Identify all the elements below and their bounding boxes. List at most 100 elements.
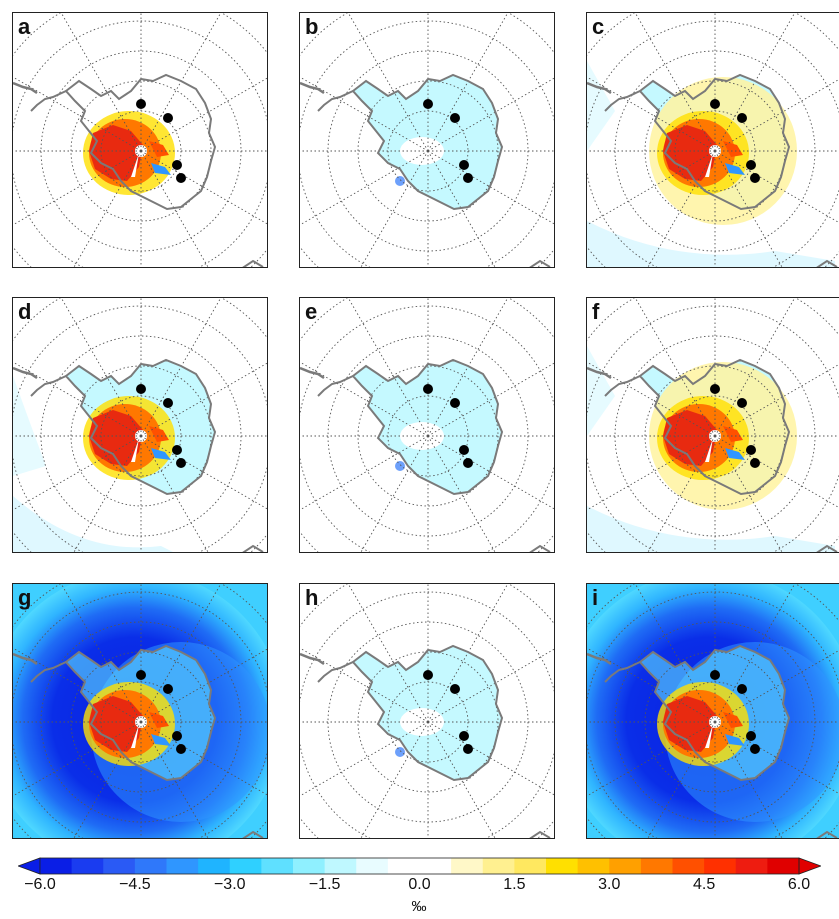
site-marker bbox=[463, 744, 473, 754]
colorbar-tick-label: 0.0 bbox=[408, 876, 431, 893]
colorbar-segment bbox=[229, 858, 262, 874]
site-marker bbox=[136, 99, 146, 109]
site-marker bbox=[163, 398, 173, 408]
colorbar-segment bbox=[451, 858, 484, 874]
site-marker bbox=[746, 731, 756, 741]
colorbar-tick-label: 4.5 bbox=[693, 876, 716, 893]
site-marker bbox=[710, 670, 720, 680]
site-marker bbox=[176, 458, 186, 468]
colorbar-segment bbox=[577, 858, 610, 874]
colorbar-tick-label: 3.0 bbox=[598, 876, 621, 893]
colorbar-segment bbox=[609, 858, 642, 874]
colorbar-tick-label: 6.0 bbox=[787, 876, 811, 893]
map-panel-c: c bbox=[586, 12, 839, 268]
colorbar-segment bbox=[387, 858, 420, 874]
site-marker bbox=[750, 458, 760, 468]
polar-map bbox=[300, 298, 554, 552]
colorbar-segment bbox=[704, 858, 737, 874]
colorbar-segment bbox=[324, 858, 357, 874]
site-marker bbox=[459, 160, 469, 170]
colorbar-segment bbox=[546, 858, 579, 874]
site-marker bbox=[172, 160, 182, 170]
map-panel-f: f bbox=[586, 297, 839, 553]
colorbar-tick-label: −1.5 bbox=[308, 876, 341, 893]
colorbar-segment bbox=[103, 858, 136, 874]
colorbar-segment bbox=[261, 858, 294, 874]
map-panel-i: i bbox=[586, 583, 839, 839]
colorbar-segment bbox=[672, 858, 705, 874]
site-marker bbox=[172, 445, 182, 455]
colorbar-segment bbox=[514, 858, 547, 874]
site-marker bbox=[463, 173, 473, 183]
map-panel-d: d bbox=[12, 297, 268, 553]
site-marker bbox=[450, 398, 460, 408]
colorbar-tick-label: 1.5 bbox=[503, 876, 526, 893]
colorbar-max-arrow bbox=[798, 857, 821, 875]
site-marker bbox=[136, 384, 146, 394]
polar-map bbox=[300, 13, 554, 267]
site-marker bbox=[750, 173, 760, 183]
panel-label: b bbox=[305, 14, 319, 39]
site-marker bbox=[450, 113, 460, 123]
site-marker bbox=[163, 113, 173, 123]
site-marker bbox=[423, 99, 433, 109]
polar-map bbox=[13, 298, 267, 552]
site-marker bbox=[136, 670, 146, 680]
site-marker bbox=[746, 160, 756, 170]
colorbar-segment bbox=[40, 858, 73, 874]
panel-label: c bbox=[592, 14, 605, 39]
map-panel-g: g bbox=[12, 583, 268, 839]
colorbar-tick-label: −3.0 bbox=[213, 876, 246, 893]
site-marker bbox=[710, 99, 720, 109]
site-marker bbox=[750, 744, 760, 754]
polar-map bbox=[587, 13, 839, 267]
colorbar-segment bbox=[419, 858, 452, 874]
site-marker bbox=[737, 684, 747, 694]
colorbar-segment bbox=[166, 858, 199, 874]
map-panel-b: b bbox=[299, 12, 555, 268]
panel-label: d bbox=[18, 299, 32, 324]
site-marker bbox=[463, 458, 473, 468]
colorbar-segment bbox=[198, 858, 231, 874]
site-marker bbox=[163, 684, 173, 694]
colorbar-segment bbox=[356, 858, 389, 874]
polar-map bbox=[587, 584, 839, 838]
map-panel-h: h bbox=[299, 583, 555, 839]
colorbar-segment bbox=[482, 858, 515, 874]
site-marker bbox=[737, 113, 747, 123]
site-marker bbox=[423, 670, 433, 680]
panel-label: g bbox=[18, 585, 32, 610]
panel-label: e bbox=[305, 299, 318, 324]
polar-map bbox=[13, 584, 267, 838]
colorbar-segment bbox=[134, 858, 167, 874]
polar-map bbox=[300, 584, 554, 838]
site-marker bbox=[746, 445, 756, 455]
site-marker bbox=[176, 744, 186, 754]
polar-map bbox=[13, 13, 267, 267]
site-marker bbox=[459, 731, 469, 741]
panel-label: f bbox=[592, 299, 600, 324]
colorbar bbox=[18, 857, 821, 875]
map-panel-a: a bbox=[12, 12, 268, 268]
colorbar-tick-label: −4.5 bbox=[119, 876, 151, 893]
panel-label: a bbox=[18, 14, 31, 39]
polar-map bbox=[587, 298, 839, 552]
site-marker bbox=[450, 684, 460, 694]
colorbar-segment bbox=[767, 858, 800, 874]
panel-label: h bbox=[305, 585, 319, 610]
colorbar-segment bbox=[293, 858, 326, 874]
site-marker bbox=[710, 384, 720, 394]
site-marker bbox=[459, 445, 469, 455]
site-marker bbox=[176, 173, 186, 183]
panel-label: i bbox=[592, 585, 599, 610]
site-marker bbox=[172, 731, 182, 741]
colorbar-unit: ‰ bbox=[411, 898, 427, 915]
colorbar-tick-label: −6.0 bbox=[24, 876, 56, 893]
site-marker bbox=[423, 384, 433, 394]
colorbar-segment bbox=[71, 858, 104, 874]
colorbar-segment bbox=[735, 858, 768, 874]
map-panel-e: e bbox=[299, 297, 555, 553]
site-marker bbox=[737, 398, 747, 408]
colorbar-segment bbox=[640, 858, 673, 874]
colorbar-min-arrow bbox=[18, 857, 41, 875]
